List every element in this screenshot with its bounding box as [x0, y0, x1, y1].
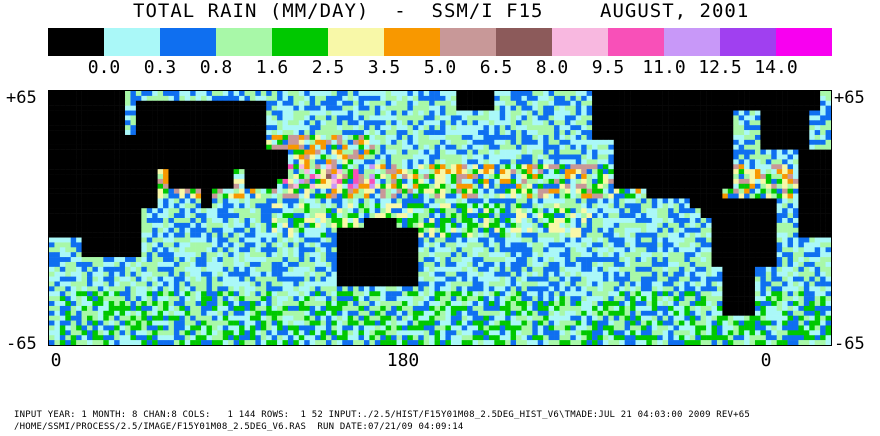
- legend-swatch-0: [48, 28, 104, 56]
- legend-swatch-8: [496, 28, 552, 56]
- title-variable: TOTAL RAIN (MM/DAY) - SSM/I F15: [133, 0, 544, 22]
- lat-label-bottom-right: -65: [834, 334, 865, 354]
- lon-label-180: 180: [386, 350, 420, 371]
- legend-swatch-9: [552, 28, 608, 56]
- legend-label-9: 9.5: [591, 57, 625, 78]
- legend-label-5: 3.5: [367, 57, 401, 78]
- legend-label-1: 0.3: [143, 57, 177, 78]
- legend-label-11: 12.5: [698, 57, 742, 78]
- legend-swatch-6: [384, 28, 440, 56]
- legend-swatch-4: [272, 28, 328, 56]
- lon-label-0-left: 0: [50, 350, 62, 371]
- legend-label-8: 8.0: [535, 57, 569, 78]
- rain-map: [48, 90, 832, 346]
- legend-swatch-12: [720, 28, 776, 56]
- legend-swatch-7: [440, 28, 496, 56]
- lat-label-top-right: +65: [834, 88, 865, 108]
- legend-label-12: 14.0: [754, 57, 798, 78]
- footer-metadata-line2: /HOME/SSMI/PROCESS/2.5/IMAGE/F15Y01M08_2…: [14, 422, 464, 432]
- legend-swatch-11: [664, 28, 720, 56]
- legend-label-3: 1.6: [255, 57, 289, 78]
- legend-label-2: 0.8: [199, 57, 233, 78]
- legend-label-6: 5.0: [423, 57, 457, 78]
- legend-swatch-3: [216, 28, 272, 56]
- legend-label-4: 2.5: [311, 57, 345, 78]
- title-date: AUGUST, 2001: [600, 0, 750, 22]
- legend-swatch-10: [608, 28, 664, 56]
- legend-label-0: 0.0: [87, 57, 121, 78]
- legend-swatch-5: [328, 28, 384, 56]
- legend-label-7: 6.5: [479, 57, 513, 78]
- footer-metadata-line1: INPUT YEAR: 1 MONTH: 8 CHAN:8 COLS: 1 14…: [14, 410, 751, 420]
- lon-label-0-right: 0: [760, 350, 772, 371]
- lat-label-top-left: +65: [6, 88, 37, 108]
- map-title: TOTAL RAIN (MM/DAY) - SSM/I F15 AUGUST, …: [0, 0, 880, 24]
- legend-swatch-1: [104, 28, 160, 56]
- lat-label-bottom-left: -65: [6, 334, 37, 354]
- color-legend: [48, 28, 832, 56]
- legend-label-10: 11.0: [642, 57, 686, 78]
- legend-swatch-2: [160, 28, 216, 56]
- legend-labels: 0.0 0.3 0.8 1.6 2.5 3.5 5.0 6.5 8.0 9.5 11.0 12.5 14…: [48, 57, 832, 79]
- legend-swatch-13: [776, 28, 832, 56]
